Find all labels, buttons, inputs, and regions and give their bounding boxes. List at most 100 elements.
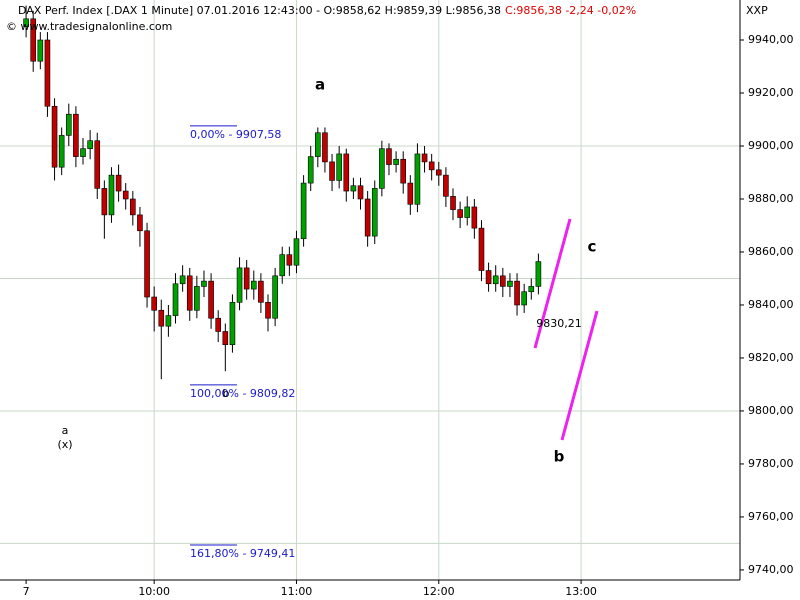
candle-body bbox=[371, 188, 378, 237]
candle-body bbox=[122, 190, 129, 200]
y-tick-label: 9860,00 bbox=[748, 245, 794, 258]
candle-body bbox=[65, 113, 72, 136]
y-tick-label: 9800,00 bbox=[748, 404, 794, 417]
candle-body bbox=[364, 198, 371, 237]
candle-body bbox=[471, 206, 478, 229]
candle-body bbox=[130, 198, 136, 216]
candle-body bbox=[478, 227, 485, 271]
candle-body bbox=[443, 174, 449, 197]
candle-body bbox=[208, 280, 214, 319]
annotation: a bbox=[315, 76, 325, 94]
candle-body bbox=[101, 188, 108, 216]
y-tick-label: 9900,00 bbox=[748, 139, 794, 152]
candle-body bbox=[329, 161, 335, 181]
candle-body bbox=[507, 280, 513, 287]
candle-body bbox=[322, 132, 328, 163]
candle-body bbox=[421, 153, 428, 163]
candle-body bbox=[464, 206, 471, 218]
plot bbox=[23, 5, 542, 380]
source: © www.tradesignalonline.com bbox=[6, 20, 172, 33]
candle-body bbox=[165, 315, 172, 327]
candle-body bbox=[307, 156, 314, 184]
candle-body bbox=[44, 39, 51, 107]
x-tick-label: 12:00 bbox=[423, 585, 455, 598]
annotation: b bbox=[554, 448, 565, 466]
header-title: DAX Perf. Index [.DAX 1 Minute] 07.01.20… bbox=[18, 4, 501, 17]
projection-line bbox=[533, 218, 572, 349]
candle-body bbox=[222, 331, 229, 346]
candle-body bbox=[243, 267, 250, 290]
candle-body bbox=[108, 174, 115, 216]
y-tick-label: 9840,00 bbox=[748, 298, 794, 311]
candle-body bbox=[265, 302, 271, 319]
x-tick-label: 10:00 bbox=[138, 585, 170, 598]
candle-body bbox=[51, 105, 58, 168]
candle-body bbox=[87, 140, 93, 149]
annotation: a bbox=[62, 424, 69, 437]
header-change: C:9856,38 -2,24 -0,02% bbox=[505, 4, 636, 17]
candle-body bbox=[186, 275, 193, 311]
y-tick-label: 9940,00 bbox=[748, 33, 794, 46]
x-tick-label: 7 bbox=[23, 585, 30, 598]
candle-body bbox=[286, 254, 293, 266]
candle-body bbox=[428, 161, 435, 171]
candle-body bbox=[485, 270, 492, 285]
candle-body bbox=[94, 140, 101, 189]
annotation: (x) bbox=[57, 438, 72, 451]
candle-body bbox=[414, 153, 421, 205]
annotation: c bbox=[588, 238, 597, 256]
y-tick-label: 9920,00 bbox=[748, 86, 794, 99]
candle-body bbox=[492, 275, 499, 285]
candle-body bbox=[179, 275, 186, 285]
candle-body bbox=[350, 185, 357, 192]
fib-label: 100,00% - 9809,82 bbox=[190, 387, 295, 400]
annotation: 9830,21 bbox=[536, 317, 582, 330]
candle-body bbox=[73, 113, 79, 157]
annotation: b bbox=[223, 387, 230, 400]
chart-header: DAX Perf. Index [.DAX 1 Minute] 07.01.20… bbox=[18, 4, 636, 17]
projection-line bbox=[560, 310, 599, 441]
candle-body bbox=[393, 158, 399, 165]
candle-body bbox=[450, 196, 456, 210]
candle-body bbox=[201, 280, 207, 287]
candle-body bbox=[158, 309, 165, 327]
x-tick-label: 11:00 bbox=[281, 585, 313, 598]
candle-body bbox=[514, 280, 520, 306]
candle-body bbox=[457, 209, 463, 218]
candle-body bbox=[151, 296, 157, 311]
candle-body bbox=[272, 275, 278, 319]
y-tick-label: 9760,00 bbox=[748, 510, 794, 523]
candle-body bbox=[315, 132, 321, 157]
candle-body bbox=[343, 153, 350, 192]
candle-body bbox=[535, 261, 542, 287]
candle-body bbox=[528, 286, 535, 293]
candle-body bbox=[357, 185, 364, 200]
candle-body bbox=[300, 182, 307, 240]
candle-body bbox=[115, 174, 122, 192]
candle-body bbox=[37, 39, 44, 62]
y-tick-label: 9780,00 bbox=[748, 457, 794, 470]
candle-body bbox=[258, 280, 264, 303]
candle-body bbox=[137, 214, 143, 232]
candle-body bbox=[58, 135, 65, 168]
candle-body bbox=[336, 153, 342, 181]
candle-body bbox=[250, 280, 257, 290]
symbol: XXP bbox=[746, 4, 768, 17]
y-tick-label: 9880,00 bbox=[748, 192, 794, 205]
x-tick-label: 13:00 bbox=[565, 585, 597, 598]
candle-body bbox=[194, 286, 200, 311]
candle-body bbox=[80, 148, 86, 157]
fib-label: 161,80% - 9749,41 bbox=[190, 547, 295, 560]
candle-body bbox=[386, 148, 392, 165]
candle-body bbox=[400, 158, 407, 184]
candle-body bbox=[172, 283, 179, 316]
y-tick-label: 9820,00 bbox=[748, 351, 794, 364]
y-tick-label: 9740,00 bbox=[748, 563, 794, 576]
fib-label: 0,00% - 9907,58 bbox=[190, 128, 281, 141]
candle-body bbox=[30, 18, 37, 62]
candle-body bbox=[229, 302, 236, 346]
candle-body bbox=[521, 291, 527, 306]
candle-body bbox=[407, 182, 414, 205]
